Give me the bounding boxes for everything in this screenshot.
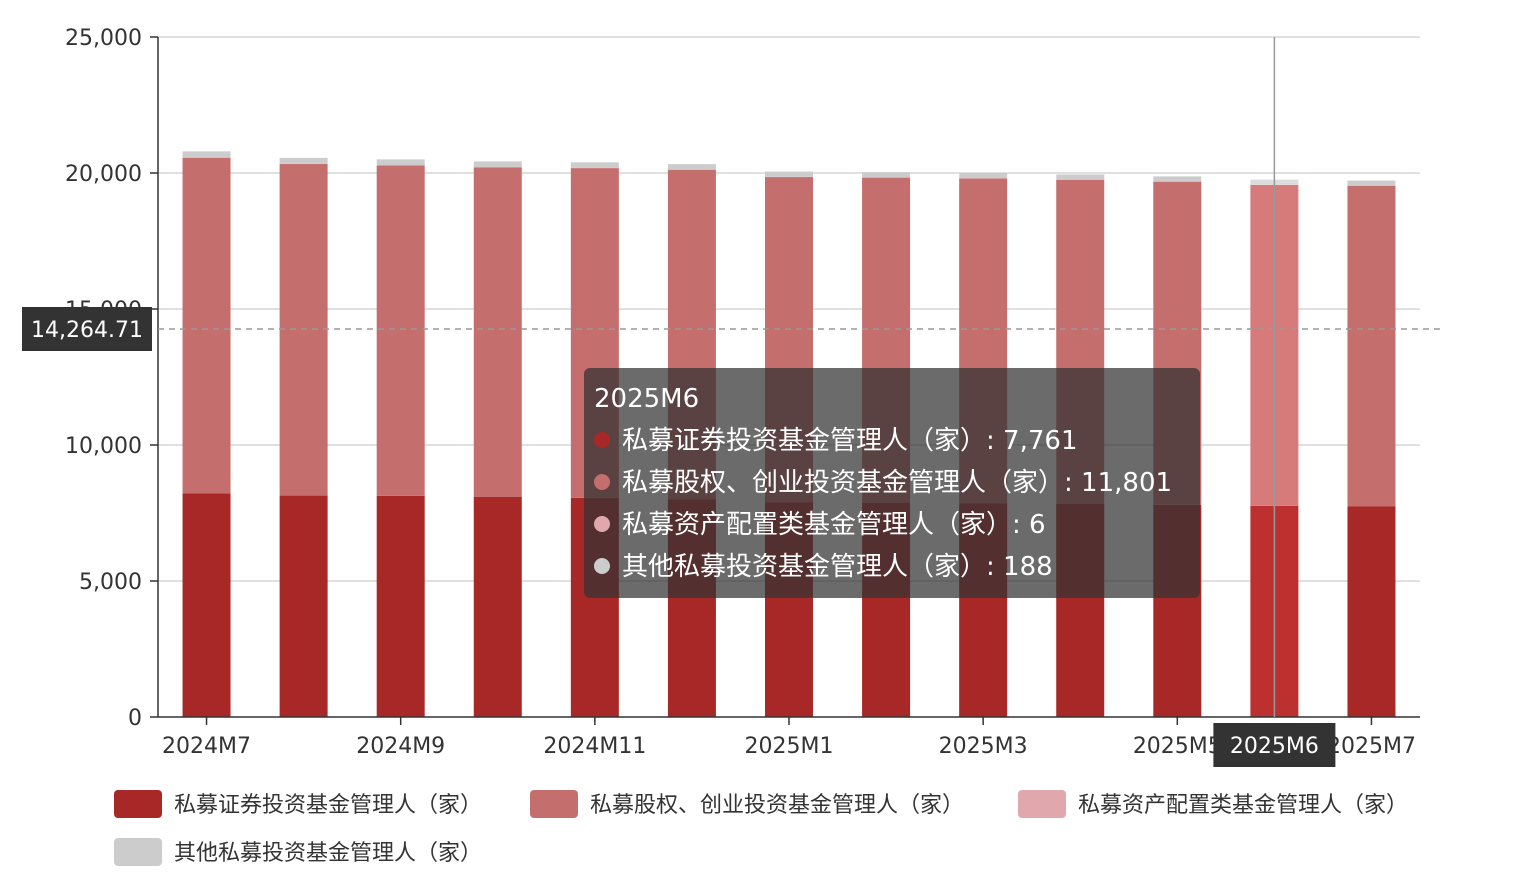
bar-segment[interactable] — [182, 151, 231, 158]
bar-segment[interactable] — [473, 161, 522, 168]
series-marker-icon — [594, 473, 610, 490]
tooltip-row-name: 私募股权、创业投资基金管理人（家） — [622, 468, 1065, 498]
x-tick-label: 2024M9 — [356, 734, 445, 759]
x-tick-label: 2025M5 — [1133, 734, 1222, 759]
x-tick-label: 2025M3 — [939, 734, 1028, 759]
bar-segment[interactable] — [279, 164, 328, 496]
bar-segment[interactable] — [667, 164, 716, 170]
pointer-x-label: 2025M6 — [1230, 734, 1319, 759]
legend-item[interactable]: 私募资产配置类基金管理人（家） — [1018, 790, 1408, 818]
tooltip-row-name: 其他私募投资基金管理人（家） — [622, 552, 987, 582]
bar-segment[interactable] — [279, 157, 328, 164]
x-tick-label: 2024M7 — [162, 734, 251, 759]
series-marker-icon — [594, 557, 610, 574]
legend-swatch-icon — [1018, 790, 1066, 818]
bar-segment[interactable] — [473, 496, 522, 717]
tooltip: 2025M6 私募证券投资基金管理人（家）: 7,761 私募股权、创业投资基金… — [584, 368, 1200, 598]
y-tick-label: 20,000 — [65, 162, 142, 187]
bar-segment[interactable] — [182, 157, 231, 494]
bar-segment[interactable] — [1347, 185, 1396, 507]
tooltip-row: 其他私募投资基金管理人（家）: 188 — [594, 546, 1190, 588]
x-tick-label: 2024M11 — [543, 734, 646, 759]
tooltip-row: 私募股权、创业投资基金管理人（家）: 11,801 — [594, 462, 1190, 504]
y-tick-label: 10,000 — [65, 434, 142, 459]
pointer-y-label: 14,264.71 — [31, 318, 143, 343]
bar-segment[interactable] — [279, 495, 328, 717]
bar-segment[interactable] — [376, 495, 425, 717]
tooltip-row-value: 11,801 — [1081, 468, 1173, 498]
legend[interactable]: 私募证券投资基金管理人（家） 私募股权、创业投资基金管理人（家） 私募资产配置类基金… — [114, 790, 1408, 866]
pointer-x-label-box — [1213, 723, 1336, 767]
x-tick-label: 2025M7 — [1327, 734, 1416, 759]
bar-segment[interactable] — [1153, 176, 1202, 182]
axis-pointer: 14,264.71 2025M6 — [22, 37, 1440, 767]
bar-segment[interactable] — [959, 173, 1008, 179]
bar-segment[interactable] — [1347, 506, 1396, 717]
y-tick-label: 5,000 — [79, 570, 142, 595]
legend-label: 其他私募投资基金管理人（家） — [174, 841, 482, 866]
legend-swatch-icon — [114, 838, 162, 866]
legend-swatch-icon — [530, 790, 578, 818]
bar-segment[interactable] — [765, 171, 813, 177]
tooltip-row-name: 私募资产配置类基金管理人（家） — [622, 510, 1013, 540]
legend-item[interactable]: 其他私募投资基金管理人（家） — [114, 838, 482, 866]
bar-segment[interactable] — [473, 167, 522, 497]
bar-segment[interactable] — [376, 159, 425, 166]
tooltip-row: 私募资产配置类基金管理人（家）: 6 — [594, 504, 1190, 546]
legend-label: 私募证券投资基金管理人（家） — [174, 793, 482, 818]
tooltip-row-name: 私募证券投资基金管理人（家） — [622, 426, 987, 456]
tooltip-row: 私募证券投资基金管理人（家）: 7,761 — [594, 420, 1190, 462]
bar-segment[interactable] — [182, 493, 231, 717]
legend-label: 私募股权、创业投资基金管理人（家） — [590, 793, 964, 818]
tooltip-row-value: 6 — [1029, 510, 1046, 540]
axes: 05,00010,00015,00020,00025,0002024M72024… — [65, 26, 1420, 759]
y-tick-label: 25,000 — [65, 26, 142, 51]
legend-swatch-icon — [114, 790, 162, 818]
bars[interactable] — [182, 151, 1396, 717]
legend-item[interactable]: 私募股权、创业投资基金管理人（家） — [530, 790, 964, 818]
y-tick-label: 0 — [128, 706, 142, 731]
series-marker-icon — [594, 431, 610, 448]
legend-item[interactable]: 私募证券投资基金管理人（家） — [114, 790, 482, 818]
pointer-y-label-box — [22, 306, 152, 351]
bar-segment[interactable] — [1347, 180, 1396, 186]
tooltip-title: 2025M6 — [594, 384, 700, 414]
tooltip-row-value: 7,761 — [1003, 426, 1078, 456]
series-marker-icon — [594, 515, 610, 532]
bar-segment[interactable] — [570, 162, 619, 168]
bar-segment[interactable] — [376, 165, 425, 496]
bar-segment[interactable] — [862, 172, 911, 178]
bar-segment[interactable] — [1056, 174, 1105, 180]
x-tick-label: 2025M1 — [745, 734, 834, 759]
tooltip-row-value: 188 — [1003, 552, 1053, 582]
legend-label: 私募资产配置类基金管理人（家） — [1078, 793, 1408, 818]
